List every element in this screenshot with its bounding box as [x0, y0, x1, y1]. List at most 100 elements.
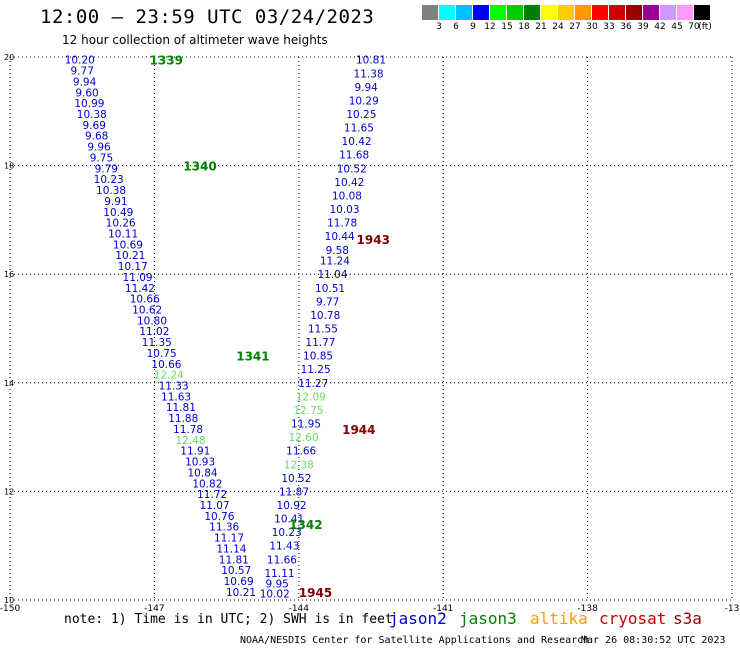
wave-height-point: 11.95: [291, 419, 321, 431]
legend-swatch: [626, 5, 643, 20]
wave-height-point: 10.21: [115, 250, 145, 262]
chart-note: note: 1) Time is in UTC; 2) SWH is in fe…: [64, 612, 393, 627]
wave-height-point: 11.35: [142, 337, 172, 349]
wave-height-point: 9.68: [85, 131, 108, 143]
wave-height-point: 10.69: [113, 239, 143, 251]
legend-label: 21: [535, 22, 547, 32]
chart-subtitle: 12 hour collection of altimeter wave hei…: [62, 33, 328, 47]
legend-swatch: [660, 5, 677, 20]
wave-height-point: 12.75: [293, 405, 323, 417]
wave-height-point: 10.42: [342, 136, 372, 148]
wave-height-point: 11.36: [209, 522, 239, 534]
x-tick-label: -144: [289, 604, 310, 614]
wave-height-point: 11.24: [320, 256, 350, 268]
wave-height-point: 11.87: [279, 486, 309, 498]
wave-height-point: 11.78: [173, 424, 203, 436]
pass-time-label: 1341: [236, 350, 269, 364]
legend-swatch: [677, 5, 694, 20]
legend-swatch: [609, 5, 626, 20]
wave-height-point: 10.42: [334, 177, 364, 189]
wave-height-point: 10.21: [226, 587, 256, 599]
wave-height-point: 11.63: [161, 391, 191, 403]
wave-height-point: 11.17: [214, 533, 244, 545]
legend-label: 3: [436, 22, 442, 32]
legend-swatch: [592, 5, 609, 20]
legend-swatch: [422, 5, 439, 20]
x-tick-label: -147: [144, 604, 164, 614]
wave-height-point: 11.81: [219, 554, 249, 566]
wave-height-point: 10.38: [77, 109, 107, 121]
legend-label: 9: [470, 22, 476, 32]
legend-swatch: [456, 5, 473, 20]
wave-height-point: 10.11: [108, 228, 138, 240]
wave-height-point: 12.38: [284, 459, 314, 471]
wave-height-point: 10.29: [349, 95, 379, 107]
legend-swatch: [541, 5, 558, 20]
wave-height-point: 10.25: [346, 109, 376, 121]
legend-label: 30: [586, 22, 598, 32]
legend-swatch: [507, 5, 524, 20]
x-tick-label: -150: [0, 604, 20, 614]
wave-height-point: 9.95: [265, 579, 288, 591]
legend-swatch: [439, 5, 456, 20]
wave-height-point: 9.77: [71, 66, 94, 78]
wave-height-point: 12.09: [296, 391, 326, 403]
wave-height-point: 10.85: [303, 351, 333, 363]
wave-height-point: 10.23: [272, 527, 302, 539]
wave-height-point: 11.43: [269, 541, 299, 553]
wave-height-point: 10.82: [192, 478, 222, 490]
satellite-legend-jason2: jason2: [389, 609, 447, 628]
wave-height-point: 11.81: [166, 402, 196, 414]
y-tick-label: 12: [4, 487, 14, 496]
wave-height-point: 11.77: [305, 337, 335, 349]
wave-height-point: 11.55: [308, 324, 338, 336]
legend-label: 39: [637, 22, 649, 32]
pass-time-label: 1342: [289, 518, 322, 532]
wave-height-point: 11.66: [267, 554, 297, 566]
wave-height-point: 10.81: [356, 55, 386, 67]
wave-height-point: 12.48: [175, 435, 205, 447]
legend-label: 27: [569, 22, 581, 32]
wave-height-point: 11.02: [139, 326, 169, 338]
y-tick-label: 14: [4, 379, 14, 388]
legend-label: (ft): [698, 22, 712, 32]
pass-time-label: 1945: [299, 586, 332, 600]
wave-height-point: 11.72: [197, 489, 227, 501]
legend-swatch: [524, 5, 541, 20]
legend-label: 70: [688, 22, 700, 32]
wave-height-point: 10.80: [137, 315, 167, 327]
wave-height-point: 10.52: [281, 473, 311, 485]
wave-height-point: 10.38: [96, 185, 126, 197]
wave-height-point: 9.58: [326, 245, 349, 257]
wave-height-point: 10.03: [329, 204, 359, 216]
y-tick-label: 20: [4, 53, 14, 62]
y-tick-label: 18: [4, 162, 14, 171]
legend-label: 12: [484, 22, 496, 32]
legend-swatch: [490, 5, 507, 20]
wave-height-point: 11.65: [344, 123, 374, 135]
wave-height-point: 11.04: [317, 269, 347, 281]
wave-height-point: 11.14: [216, 543, 246, 555]
satellite-legend-jason3: jason3: [459, 609, 517, 628]
wave-height-point: 10.75: [147, 348, 177, 360]
wave-height-point: 10.41: [274, 514, 304, 526]
wave-height-point: 10.49: [103, 207, 133, 219]
color-legend-labels: 3 6 9 12 15 18 21 24 27 30 33 36 39 42 45 70 (ft): [422, 22, 740, 34]
wave-height-point: 10.26: [106, 218, 136, 230]
footer-credit: NOAA/NESDIS Center for Satellite Applica…: [240, 635, 590, 646]
wave-height-point: 10.52: [337, 163, 367, 175]
y-tick-label: 16: [4, 270, 14, 279]
wave-height-point: 11.66: [286, 446, 316, 458]
wave-height-point: 11.91: [180, 446, 210, 458]
wave-height-point: 9.91: [104, 196, 127, 208]
wave-height-point: 10.23: [94, 174, 124, 186]
chart-title: 12:00 – 23:59 UTC 03/24/2023: [40, 6, 375, 28]
legend-label: 6: [453, 22, 459, 32]
wave-height-point: 9.79: [95, 163, 118, 175]
wave-height-point: 11.68: [339, 150, 369, 162]
wave-height-point: 10.99: [74, 98, 104, 110]
legend-label: 33: [603, 22, 615, 32]
wave-height-point: 11.27: [298, 378, 328, 390]
legend-swatch: [694, 5, 711, 20]
